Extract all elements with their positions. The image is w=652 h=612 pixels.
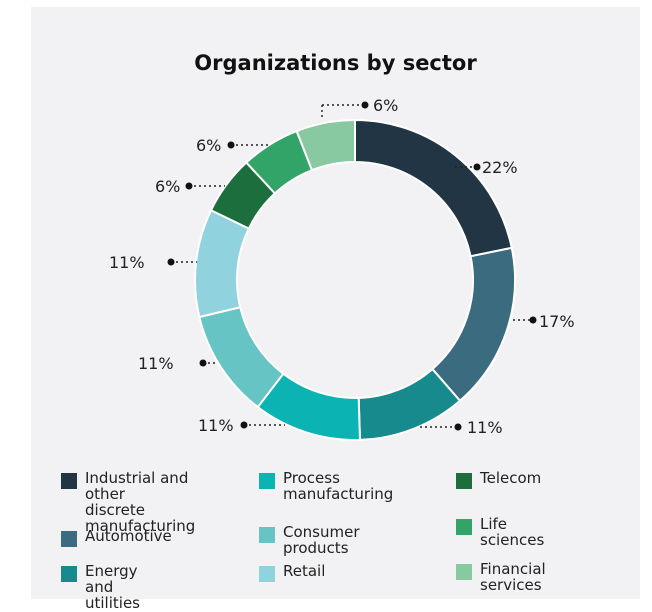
legend-label: Process manufacturing [283, 469, 394, 503]
legend-swatch [456, 519, 472, 535]
slice-percent-label: 11% [198, 416, 234, 435]
slice-percent-label: 6% [373, 96, 398, 115]
legend-swatch [61, 531, 77, 547]
legend-label: Financial services [480, 560, 546, 594]
legend-label: Automotive [85, 527, 172, 545]
leader-dot [185, 182, 193, 190]
legend-swatch [259, 473, 275, 489]
slice-percent-label: 6% [196, 136, 221, 155]
slice-percent-label: 17% [539, 312, 575, 331]
legend-label: Life sciences [480, 515, 545, 549]
legend-swatch [259, 527, 275, 543]
legend-label: Telecom [480, 469, 542, 487]
slice-percent-label: 11% [467, 418, 503, 437]
slice-percent-label: 11% [109, 253, 145, 272]
legend-swatch [259, 566, 275, 582]
leader-dot [529, 316, 537, 324]
leader-dot [361, 101, 369, 109]
leader-dot [167, 258, 175, 266]
leader-dot [473, 163, 481, 171]
legend-label: Retail [283, 562, 326, 580]
leader-dot [199, 359, 207, 367]
chart-title: Organizations by sector [194, 51, 477, 75]
leader-dot [454, 423, 462, 431]
slice-percent-label: 22% [482, 158, 518, 177]
donut-slice [430, 246, 516, 403]
legend-swatch [456, 564, 472, 580]
legend-label: Consumer products [283, 523, 360, 557]
legend-swatch [61, 473, 77, 489]
leader-dot [227, 141, 235, 149]
leader-dot [240, 421, 248, 429]
slice-percent-label: 6% [155, 177, 180, 196]
legend-swatch [456, 473, 472, 489]
chart-panel: Organizations by sector [31, 7, 640, 599]
slice-percent-label: 11% [138, 354, 174, 373]
donut-slice [354, 118, 513, 258]
legend-label: Industrial and other discrete manufacturin… [85, 469, 196, 535]
legend-label: Energy and utilities [85, 562, 140, 612]
donut-slice [295, 118, 356, 172]
donut-slice [194, 208, 251, 319]
legend-swatch [61, 566, 77, 582]
